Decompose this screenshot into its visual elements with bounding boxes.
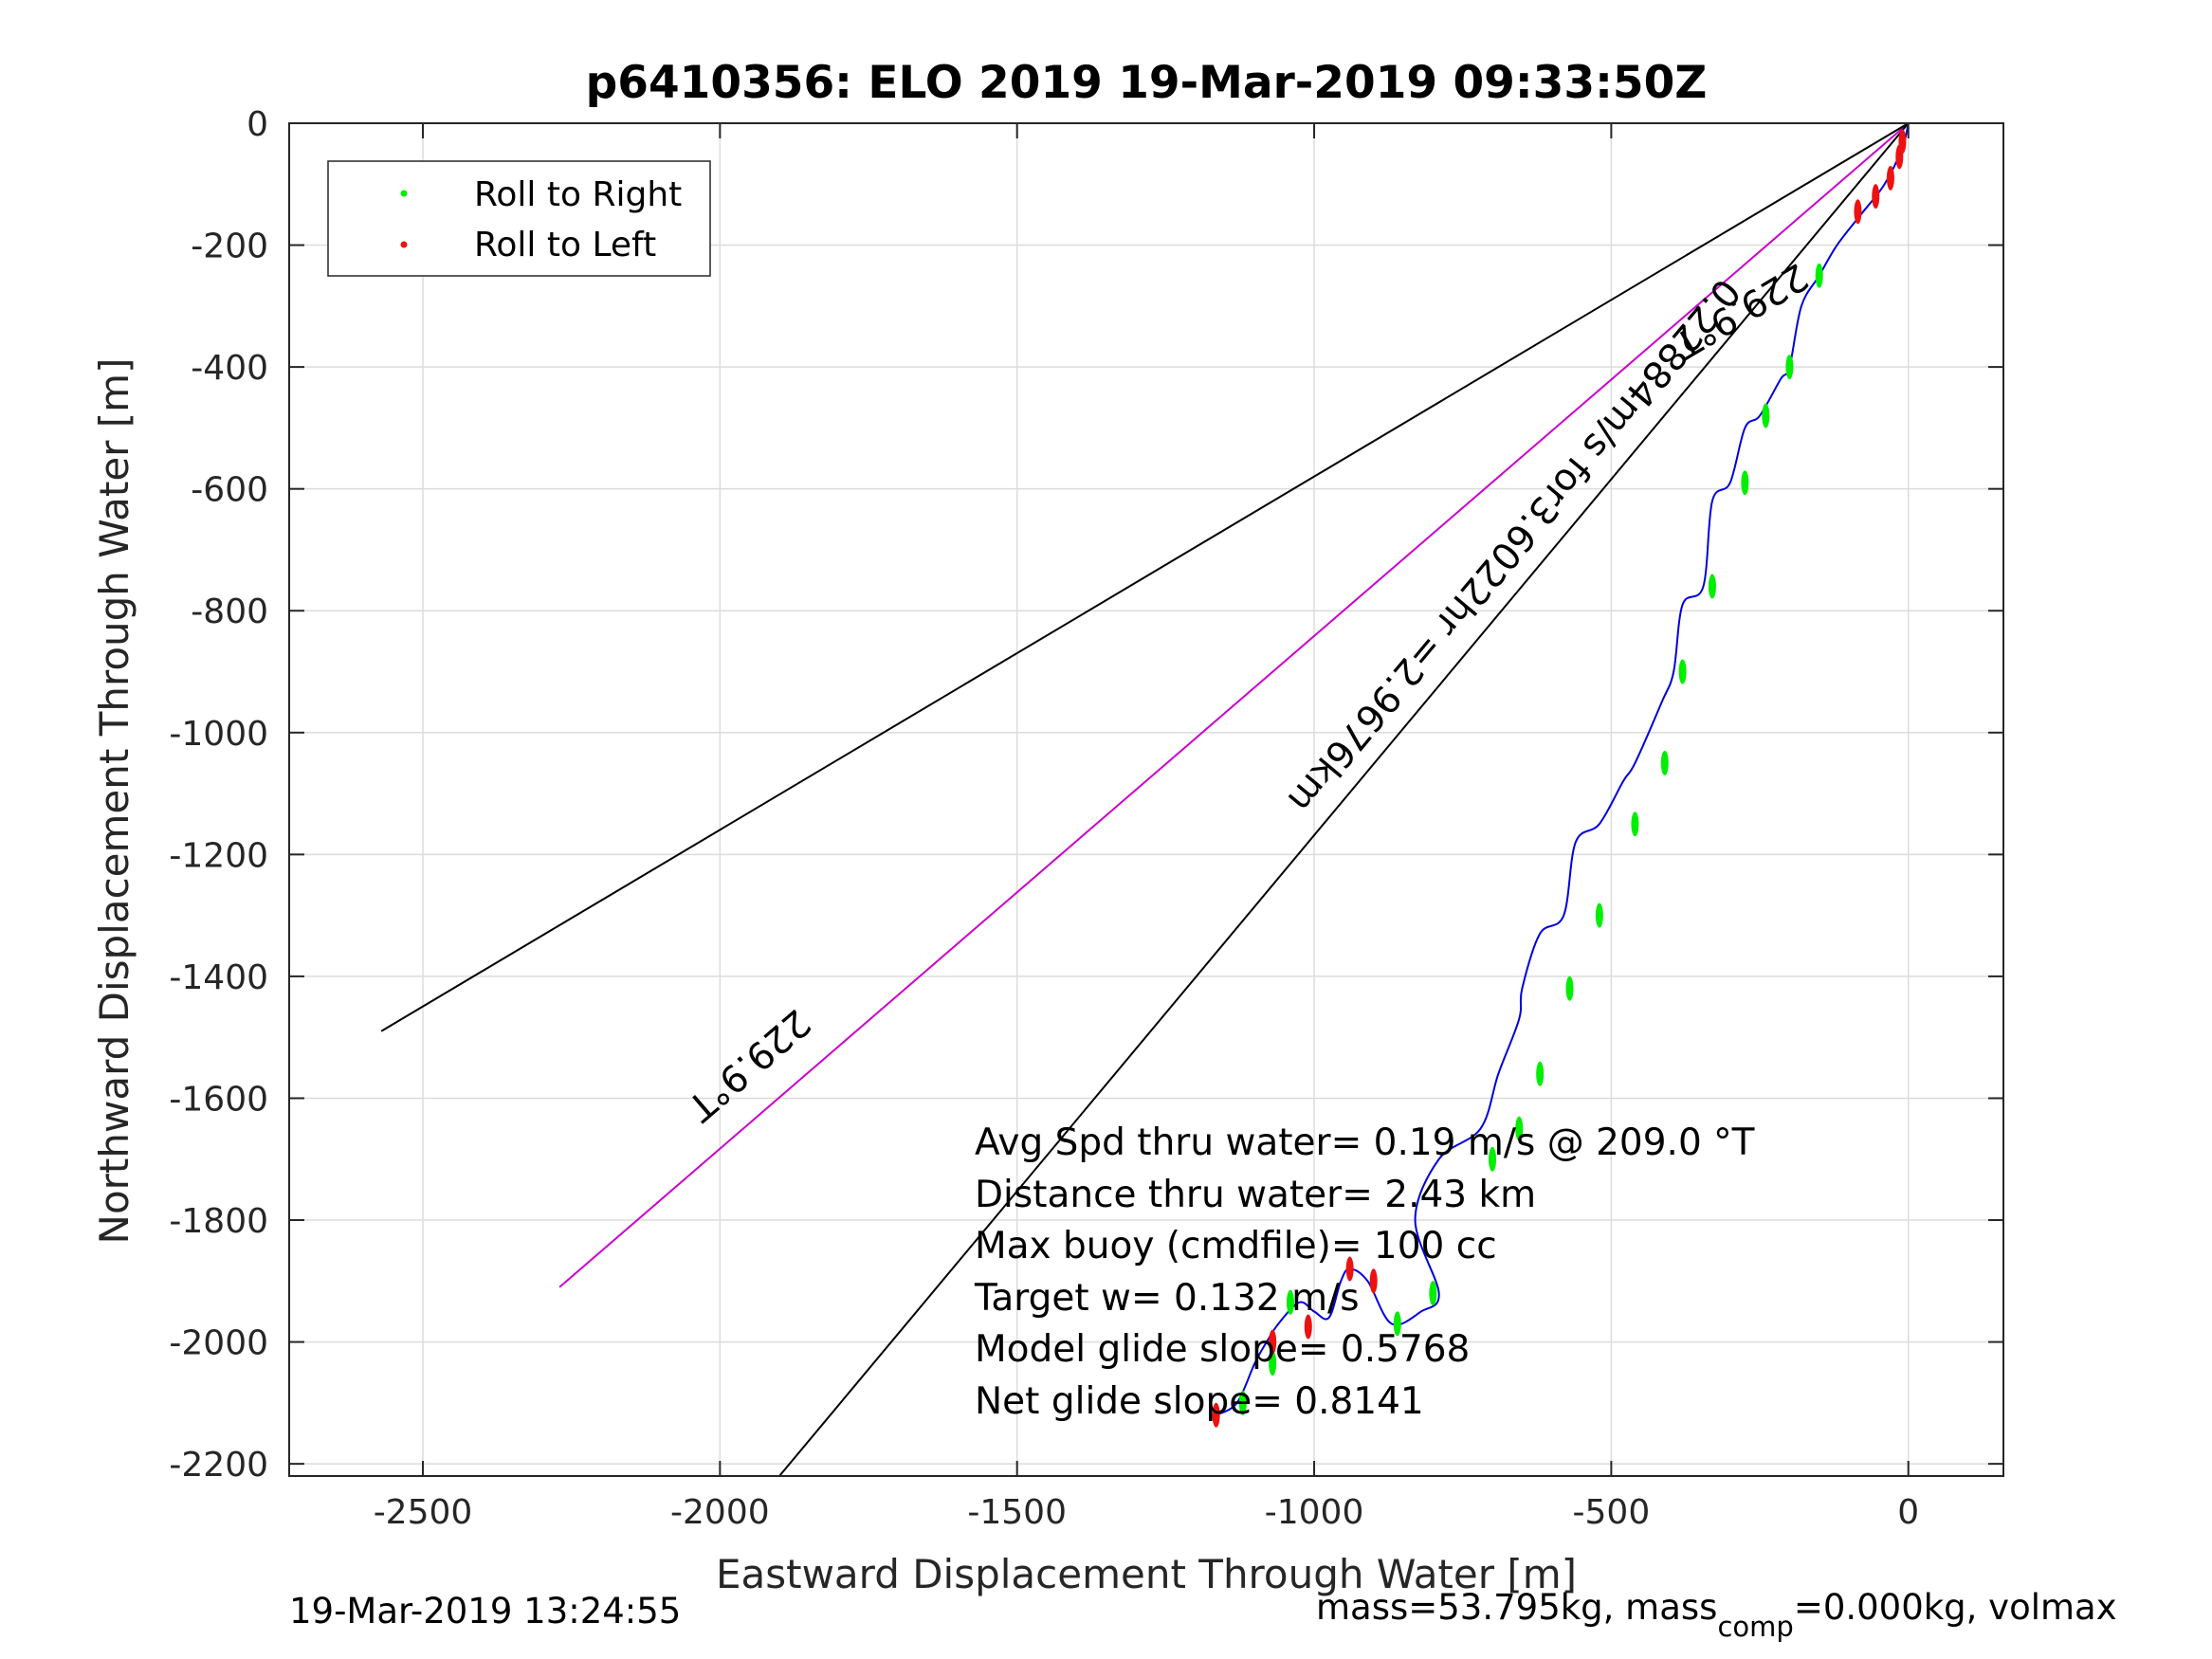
chart-title: p6410356: ELO 2019 19-Mar-2019 09:33:50Z [586, 57, 1708, 109]
axis-ticks: -2500 -2000 -1500 -1000 -500 0 0 -200 -400 -600 -8… [169, 105, 2003, 1532]
roll-to-right-point [1515, 1116, 1524, 1141]
roll-to-right-point [1708, 574, 1716, 599]
footer-mass-prefix: mass=53.795kg, mass [1316, 1587, 1717, 1628]
stat-model-glide: Model glide slope= 0.5768 [975, 1328, 1470, 1371]
roll-to-left-point [1304, 1314, 1312, 1340]
roll-to-right-point [1762, 403, 1770, 428]
y-tick-label: -200 [191, 228, 268, 266]
y-tick-label: -400 [191, 349, 268, 388]
roll-to-right-point [1631, 811, 1639, 837]
roll-to-left-point [1895, 144, 1904, 170]
stat-net-glide: Net glide slope= 0.8141 [975, 1380, 1424, 1423]
roll-points [1212, 129, 1907, 1428]
roll-to-right-point [1429, 1281, 1437, 1306]
footer-mass: mass=53.795kg, masscomp=0.000kg, volmax [1316, 1587, 2117, 1643]
y-tick-label: -1200 [169, 836, 268, 875]
legend: Roll to Right Roll to Left [327, 160, 711, 277]
roll-to-right-point [1678, 659, 1687, 684]
stat-distance: Distance thru water= 2.43 km [975, 1174, 1536, 1216]
x-tick-label: -1500 [967, 1493, 1067, 1532]
y-tick-label: -1600 [169, 1080, 268, 1119]
roll-to-right-point [1815, 263, 1823, 288]
roll-to-right-point [1660, 750, 1669, 775]
roll-to-right-point [1741, 470, 1749, 496]
footer-timestamp: 19-Mar-2019 13:24:55 [289, 1591, 681, 1632]
roll-to-left-point [1345, 1256, 1354, 1282]
x-tick-label: -1000 [1265, 1493, 1364, 1532]
roll-to-right-point [1536, 1061, 1545, 1086]
guide-lines [380, 122, 1910, 1477]
stat-max-buoy: Max buoy (cmdfile)= 100 cc [975, 1225, 1497, 1267]
legend-box [327, 160, 711, 277]
x-tick-label: -2000 [670, 1493, 770, 1532]
footer-mass-suffix: =0.000kg, volmax [1794, 1587, 2117, 1628]
guide-line [380, 122, 1910, 1032]
roll-to-left-point [1872, 184, 1880, 210]
legend-marker-roll-right [400, 190, 408, 197]
y-tick-label: -800 [191, 592, 268, 631]
y-tick-label: -1000 [169, 715, 268, 754]
roll-to-right-point [1269, 1351, 1277, 1376]
roll-to-left-point [1212, 1402, 1220, 1428]
roll-to-left-point [1269, 1329, 1277, 1355]
x-axis-label: Eastward Displacement Through Water [m] [716, 1551, 1577, 1597]
stat-target-w: Target w= 0.132 m/s [974, 1277, 1360, 1320]
y-axis-label: Northward Displacement Through Water [m] [91, 358, 137, 1245]
y-tick-label: -1800 [169, 1202, 268, 1241]
y-tick-label: -2000 [169, 1324, 268, 1363]
roll-to-left-point [1854, 199, 1862, 225]
roll-to-left-point [1886, 165, 1894, 191]
y-tick-label: -1400 [169, 958, 268, 997]
legend-label-roll-left: Roll to Left [474, 226, 656, 264]
guide-line [778, 122, 1910, 1477]
roll-to-right-point [1595, 902, 1603, 928]
y-tick-label: -2200 [169, 1446, 268, 1485]
heading-line [558, 122, 1910, 1288]
roll-to-right-point [1489, 1146, 1497, 1172]
legend-marker-roll-left [400, 241, 408, 248]
roll-to-right-point [1238, 1390, 1247, 1415]
axes-box [288, 122, 2004, 1477]
roll-to-right-point [1565, 975, 1574, 1001]
footer-mass-sub: comp [1717, 1611, 1793, 1643]
roll-to-right-point [1393, 1311, 1401, 1337]
roll-to-right-point [1286, 1289, 1294, 1315]
x-tick-label: -500 [1573, 1493, 1651, 1532]
roll-to-left-point [1369, 1268, 1378, 1294]
x-tick-label: -2500 [374, 1493, 473, 1532]
legend-label-roll-right: Roll to Right [474, 175, 682, 214]
stat-avg-speed: Avg Spd thru water= 0.19 m/s @ 209.0 °T [975, 1121, 1755, 1164]
y-tick-label: -600 [191, 471, 268, 510]
stats-annotation: Avg Spd thru water= 0.19 m/s @ 209.0 °T … [974, 1121, 1755, 1423]
plot-area [289, 123, 2003, 1476]
y-tick-label: 0 [247, 105, 268, 144]
x-tick-label: 0 [1897, 1493, 1919, 1532]
roll-to-right-point [1785, 355, 1794, 380]
